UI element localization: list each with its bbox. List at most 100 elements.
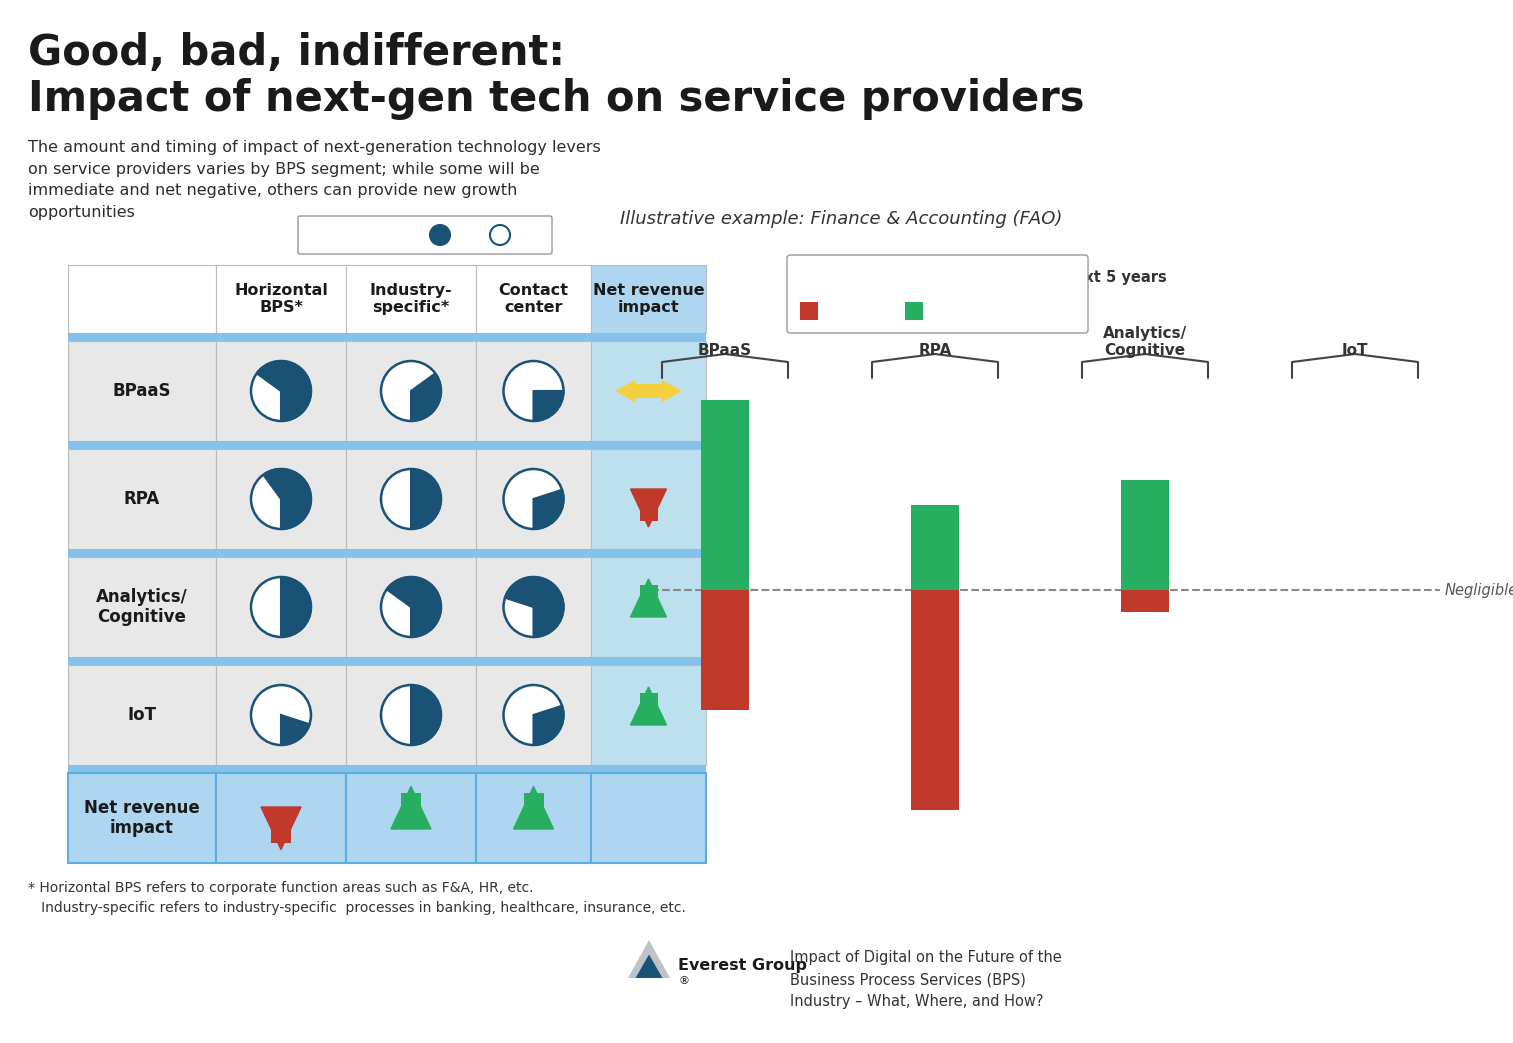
Bar xyxy=(68,557,216,657)
Bar xyxy=(592,333,707,341)
Circle shape xyxy=(251,469,312,529)
Text: Horizontal
BPS*: Horizontal BPS* xyxy=(235,283,328,315)
Circle shape xyxy=(430,225,449,245)
Text: The amount and timing of impact of next-generation technology levers
on service : The amount and timing of impact of next-… xyxy=(29,140,601,220)
Bar xyxy=(701,401,749,590)
Bar xyxy=(68,549,216,557)
Text: Illustrative example: Finance & Accounting (FAO): Illustrative example: Finance & Accounti… xyxy=(620,210,1062,228)
Bar xyxy=(346,557,477,657)
Text: Everest Group: Everest Group xyxy=(678,959,806,973)
Wedge shape xyxy=(412,685,440,745)
Circle shape xyxy=(251,361,312,421)
Text: Negative: Negative xyxy=(823,304,888,318)
Polygon shape xyxy=(628,940,670,978)
Bar xyxy=(592,341,707,441)
Circle shape xyxy=(504,469,563,529)
Circle shape xyxy=(490,225,510,245)
Text: Industry-
specific*: Industry- specific* xyxy=(369,283,452,315)
Bar xyxy=(68,657,216,665)
Bar xyxy=(477,441,592,448)
Text: IoT: IoT xyxy=(127,706,156,724)
Circle shape xyxy=(381,685,440,745)
Bar xyxy=(346,448,477,549)
Polygon shape xyxy=(635,954,663,978)
Wedge shape xyxy=(263,469,312,529)
Wedge shape xyxy=(534,391,563,421)
Circle shape xyxy=(504,685,563,745)
Text: RPA: RPA xyxy=(124,490,160,508)
Bar xyxy=(68,765,216,773)
Bar xyxy=(477,341,592,441)
Bar xyxy=(640,489,658,522)
Circle shape xyxy=(381,577,440,637)
Bar xyxy=(346,657,477,665)
Bar xyxy=(477,333,592,341)
Bar xyxy=(911,590,959,810)
Bar xyxy=(346,665,477,765)
Bar xyxy=(477,773,592,863)
Text: Low: Low xyxy=(514,227,543,243)
Bar xyxy=(216,441,346,448)
Wedge shape xyxy=(534,490,563,529)
Bar xyxy=(592,448,707,549)
Text: Analytics/
Cognitive: Analytics/ Cognitive xyxy=(97,587,188,627)
Bar xyxy=(911,505,959,590)
Text: Good, bad, indifferent:: Good, bad, indifferent: xyxy=(29,32,564,74)
Wedge shape xyxy=(387,577,440,637)
Bar xyxy=(216,557,346,657)
Bar xyxy=(1121,590,1170,612)
Wedge shape xyxy=(281,715,310,745)
Bar xyxy=(271,807,290,843)
Text: IoT: IoT xyxy=(1342,343,1368,358)
Bar xyxy=(634,384,663,398)
Bar xyxy=(216,448,346,549)
Bar xyxy=(592,441,707,448)
Bar xyxy=(640,585,658,617)
Text: Level of impact: Level of impact xyxy=(310,227,422,243)
Text: Net revenue
impact: Net revenue impact xyxy=(85,799,200,838)
Text: ®: ® xyxy=(678,976,688,986)
Bar xyxy=(346,441,477,448)
Bar xyxy=(477,448,592,549)
Bar xyxy=(477,265,592,333)
Wedge shape xyxy=(412,373,440,421)
Bar xyxy=(346,765,477,773)
Bar xyxy=(346,773,477,863)
Bar xyxy=(216,665,346,765)
Text: Positive: Positive xyxy=(927,304,985,318)
Wedge shape xyxy=(505,577,563,637)
Bar xyxy=(477,665,592,765)
Bar xyxy=(592,657,707,665)
Circle shape xyxy=(504,577,563,637)
Text: * Horizontal BPS refers to corporate function areas such as F&A, HR, etc.: * Horizontal BPS refers to corporate fun… xyxy=(29,881,534,895)
FancyBboxPatch shape xyxy=(787,254,1088,333)
Bar xyxy=(68,333,216,341)
Bar xyxy=(216,765,346,773)
Bar xyxy=(68,265,216,333)
Text: BPaaS: BPaaS xyxy=(113,382,171,401)
Text: Contact
center: Contact center xyxy=(498,283,569,315)
Circle shape xyxy=(504,361,563,421)
Bar xyxy=(800,302,819,320)
Bar xyxy=(477,549,592,557)
Bar xyxy=(592,549,707,557)
Bar xyxy=(477,657,592,665)
Polygon shape xyxy=(262,807,301,850)
Bar xyxy=(346,549,477,557)
Wedge shape xyxy=(281,577,312,637)
Text: High: High xyxy=(454,227,487,243)
Bar xyxy=(216,265,346,333)
FancyBboxPatch shape xyxy=(298,216,552,254)
Bar xyxy=(68,341,216,441)
Polygon shape xyxy=(631,687,667,725)
Bar xyxy=(68,448,216,549)
Text: RPA: RPA xyxy=(918,343,952,358)
Bar xyxy=(68,773,216,863)
Bar xyxy=(346,333,477,341)
Circle shape xyxy=(251,685,312,745)
Bar xyxy=(216,773,346,863)
Bar xyxy=(401,793,421,829)
Text: Industry-specific refers to industry-specific  processes in banking, healthcare,: Industry-specific refers to industry-spe… xyxy=(29,901,685,915)
Bar xyxy=(477,765,592,773)
Bar xyxy=(640,693,658,725)
